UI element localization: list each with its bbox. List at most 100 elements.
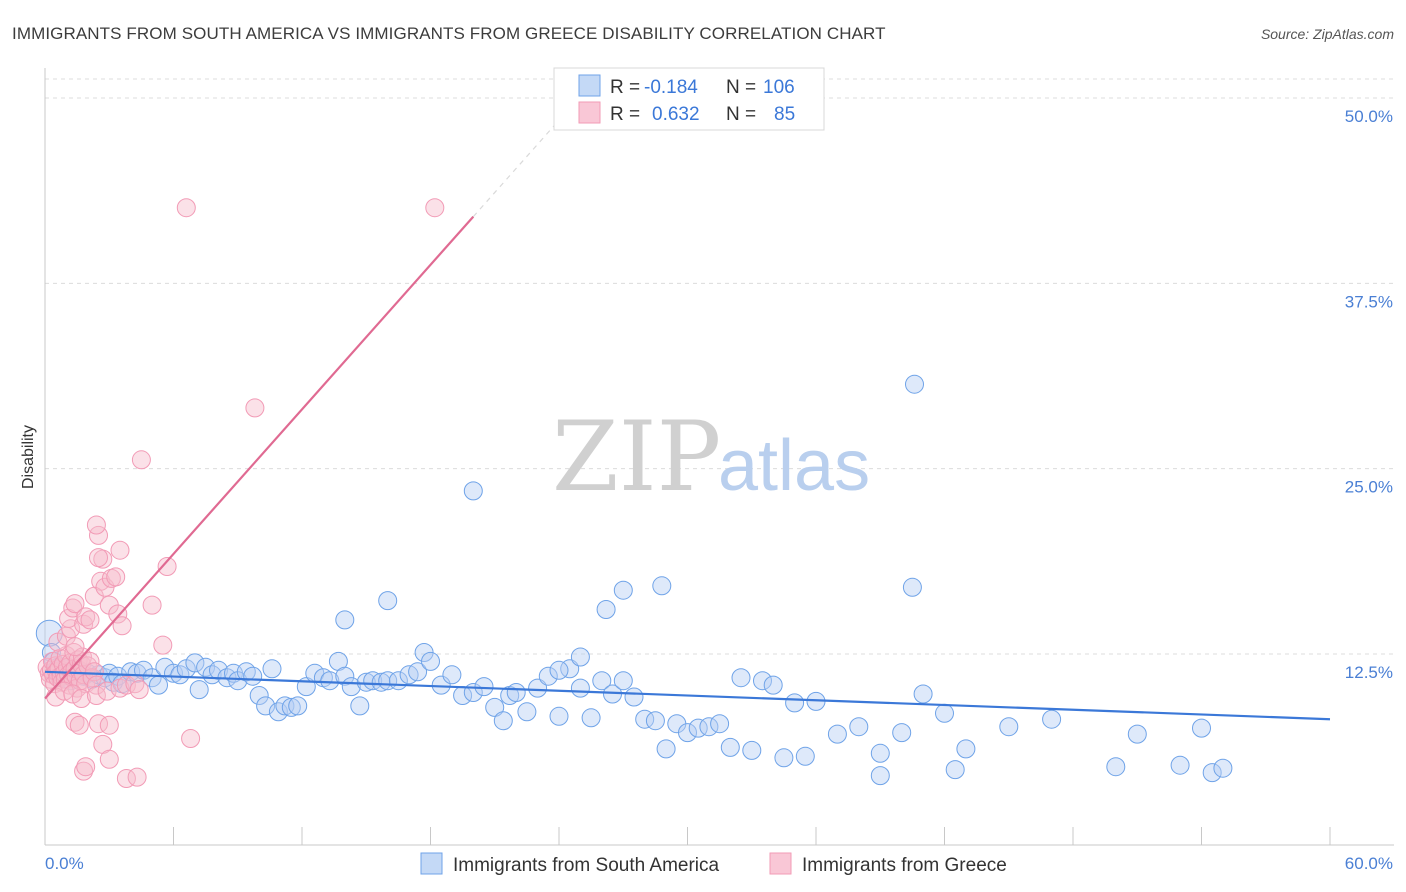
sa-point-89 xyxy=(678,723,697,743)
trend-line-south-america xyxy=(44,670,1331,721)
stats-legend-swatch-south-america xyxy=(578,74,601,97)
gr-point-90 xyxy=(181,729,201,748)
sa-point-43 xyxy=(262,659,282,679)
gr-point-53 xyxy=(80,610,100,630)
watermark: ZIP atlas xyxy=(552,401,870,513)
sa-point-71 xyxy=(493,711,513,731)
sa-point-127 xyxy=(549,660,569,680)
gr-point-73 xyxy=(142,595,162,615)
sa-point-107 xyxy=(935,703,954,723)
sa-point-121 xyxy=(613,580,633,600)
sa-point-116 xyxy=(1213,758,1233,778)
sa-point-55 xyxy=(350,696,370,716)
sa-point-111 xyxy=(1106,757,1126,777)
sa-point-76 xyxy=(538,666,558,686)
sa-point-40 xyxy=(243,666,263,686)
gr-point-75 xyxy=(157,557,177,576)
gr-point-81 xyxy=(69,715,89,735)
gr-point-85 xyxy=(99,749,119,769)
y-tick-label-3: 50.0% xyxy=(1345,107,1393,126)
gr-point-77 xyxy=(245,398,265,418)
sa-point-96 xyxy=(753,671,772,691)
sa-point-113 xyxy=(1170,755,1190,775)
sa-point-69 xyxy=(474,677,494,697)
sa-point-73 xyxy=(506,683,526,702)
sa-point-112 xyxy=(1127,724,1147,744)
sa-point-119 xyxy=(335,610,355,630)
sa-point-92 xyxy=(710,714,730,734)
gr-point-60 xyxy=(106,567,126,587)
x-axis-ticks xyxy=(44,827,1331,845)
sa-point-81 xyxy=(592,671,612,691)
sa-point-64 xyxy=(421,651,440,671)
sa-point-32 xyxy=(189,680,209,700)
chart-title: IMMIGRANTS FROM SOUTH AMERICA VS IMMIGRA… xyxy=(12,24,886,43)
sa-point-122 xyxy=(902,577,922,597)
sa-point-108 xyxy=(956,739,976,759)
gr-point-63 xyxy=(112,616,132,636)
gr-point-43 xyxy=(71,689,91,708)
gr-point-87 xyxy=(76,757,96,777)
sa-point-58 xyxy=(371,672,391,692)
gr-point-62 xyxy=(108,604,128,624)
y-tick-label-0: 12.5% xyxy=(1345,663,1393,682)
legend-swatch-greece xyxy=(769,852,792,875)
stats-legend-n-value-2: 85 xyxy=(774,104,795,125)
sa-point-115 xyxy=(1202,763,1222,783)
gr-point-36 xyxy=(80,651,100,671)
sa-point-26 xyxy=(149,675,168,695)
sa-point-31 xyxy=(185,653,205,673)
gr-point-39 xyxy=(86,675,106,695)
sa-point-114 xyxy=(1192,718,1211,738)
sa-point-79 xyxy=(570,678,590,698)
sa-point-118 xyxy=(652,576,672,596)
trend-lines xyxy=(44,119,1331,721)
trend-line-greece xyxy=(44,215,475,700)
sa-point-106 xyxy=(913,684,933,704)
x-tick-label-max: 60.0% xyxy=(1345,854,1393,873)
sa-point-62 xyxy=(408,662,428,682)
gr-point-47 xyxy=(65,637,85,657)
gr-point-69 xyxy=(129,680,149,700)
sa-point-104 xyxy=(870,743,890,763)
gr-point-50 xyxy=(65,594,85,614)
sa-point-102 xyxy=(827,724,847,744)
sa-point-84 xyxy=(624,687,644,707)
stats-legend-r-label-2: R = xyxy=(610,104,640,125)
stats-legend-swatch-greece xyxy=(578,101,601,124)
sa-point-47 xyxy=(288,696,308,716)
gridlines xyxy=(45,78,1394,655)
sa-point-70 xyxy=(485,697,505,717)
sa-point-94 xyxy=(731,668,751,688)
sa-point-126 xyxy=(945,760,965,780)
sa-point-42 xyxy=(256,696,276,716)
gr-point-74 xyxy=(153,635,173,655)
sa-point-103 xyxy=(849,717,869,737)
sa-point-100 xyxy=(795,746,815,766)
gr-point-89 xyxy=(127,767,147,787)
sa-point-77 xyxy=(549,706,569,726)
sa-point-74 xyxy=(517,702,537,722)
sa-point-66 xyxy=(442,665,462,685)
y-tick-label-2: 37.5% xyxy=(1345,292,1393,311)
sa-point-124 xyxy=(463,481,483,501)
sa-point-125 xyxy=(870,766,890,786)
sa-point-110 xyxy=(1042,709,1062,729)
legend-label-greece: Immigrants from Greece xyxy=(802,855,1007,876)
sa-point-87 xyxy=(656,739,676,759)
legend-swatch-south-america xyxy=(420,852,443,875)
sa-point-75 xyxy=(528,678,548,698)
gr-point-71 xyxy=(86,515,106,535)
x-tick-label-min: 0.0% xyxy=(45,854,84,873)
series-legend: Immigrants from South America Immigrants… xyxy=(420,852,1007,876)
sa-point-109 xyxy=(999,717,1019,737)
gr-point-64 xyxy=(86,686,106,705)
sa-point-83 xyxy=(613,671,633,691)
stats-legend-n-label-1: N = xyxy=(726,77,756,98)
stats-legend-n-label-2: N = xyxy=(726,104,756,125)
sa-point-117 xyxy=(596,600,616,619)
sa-point-51 xyxy=(320,671,340,691)
series-greece-points xyxy=(37,198,445,788)
sa-point-46 xyxy=(281,697,301,717)
